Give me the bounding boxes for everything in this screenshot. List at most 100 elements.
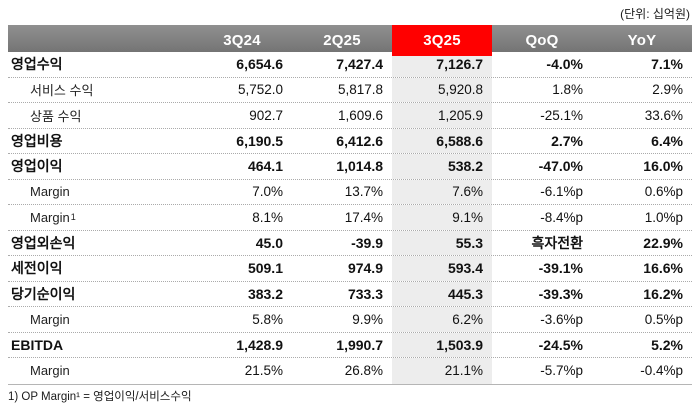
row-label: 영업이익 <box>11 158 63 175</box>
table-row: Margin 7.0% 13.7% 7.6% -6.1%p 0.6%p <box>8 179 692 205</box>
row-label: 서비스 수익 <box>30 83 94 99</box>
table-row: 영업이익 464.1 1,014.8 538.2 -47.0% 16.0% <box>8 154 692 180</box>
row-label: Margin 1 <box>30 209 76 225</box>
value-cell: 5.8% <box>252 311 283 327</box>
value-cell: 17.4% <box>344 209 383 225</box>
value-cell: 2.7% <box>551 132 583 149</box>
value-cell: 22.9% <box>643 234 683 251</box>
value-cell: 6.2% <box>392 307 492 332</box>
value-cell: 8.1% <box>252 209 283 225</box>
value-cell: 7,126.7 <box>392 52 492 77</box>
value-cell: 538.2 <box>392 154 492 179</box>
value-cell: 2.9% <box>652 82 683 98</box>
earnings-table: 3Q24 2Q25 3Q25 QoQ YoY 영업수익 6,654.6 7,427.4 7,1… <box>8 25 692 385</box>
value-cell: 1,609.6 <box>337 107 383 123</box>
column-header-qoq: QoQ <box>525 32 559 49</box>
table-row: 상품 수익 902.7 1,609.6 1,205.9 -25.1% 33.6% <box>8 103 692 129</box>
value-cell: 1.0%p <box>644 209 683 225</box>
value-cell: 0.5%p <box>644 311 683 327</box>
value-cell: 6.4% <box>651 132 683 149</box>
value-cell: 5.2% <box>651 336 683 353</box>
value-cell: 593.4 <box>392 256 492 281</box>
row-label: Margin <box>30 363 70 379</box>
row-label: 상품 수익 <box>30 108 82 124</box>
value-cell: 7,427.4 <box>336 56 383 73</box>
value-cell: 1,428.9 <box>236 336 283 353</box>
value-cell: 6,412.6 <box>336 132 383 149</box>
value-cell: 1,990.7 <box>336 336 383 353</box>
value-cell: -39.9 <box>351 234 383 251</box>
row-label: 영업비용 <box>11 132 63 149</box>
value-cell: 383.2 <box>247 285 283 302</box>
value-cell: 733.3 <box>347 285 383 302</box>
value-cell: 0.6%p <box>644 184 683 200</box>
value-cell: 1,014.8 <box>336 158 383 175</box>
row-label: 세전이익 <box>11 260 63 277</box>
value-cell: 5,817.8 <box>337 82 383 98</box>
value-cell: 1.8% <box>552 82 583 98</box>
value-cell: -24.5% <box>538 336 583 353</box>
table-row: 서비스 수익 5,752.0 5,817.8 5,920.8 1.8% 2.9% <box>8 77 692 103</box>
table-row: EBITDA 1,428.9 1,990.7 1,503.9 -24.5% 5.2% <box>8 332 692 358</box>
table-row: Margin 5.8% 9.9% 6.2% -3.6%p 0.5%p <box>8 307 692 333</box>
table-row: 영업수익 6,654.6 7,427.4 7,126.7 -4.0% 7.1% <box>8 52 692 78</box>
value-cell: 509.1 <box>247 260 283 277</box>
row-label: EBITDA <box>11 336 64 353</box>
value-cell: 45.0 <box>255 234 283 251</box>
row-label: 영업외손익 <box>11 234 76 251</box>
value-cell: 21.5% <box>244 363 283 379</box>
value-cell: 13.7% <box>344 184 383 200</box>
row-label: Margin <box>30 184 70 200</box>
table-row: Margin 1 8.1% 17.4% 9.1% -8.4%p 1.0%p <box>8 205 692 231</box>
value-cell: 9.9% <box>352 311 383 327</box>
row-label: 영업수익 <box>11 56 63 73</box>
column-header-2q25: 2Q25 <box>323 32 361 49</box>
value-cell: 16.6% <box>643 260 683 277</box>
value-cell: -6.1%p <box>540 184 583 200</box>
column-header-3q25: 3Q25 <box>392 25 492 56</box>
value-cell: -8.4%p <box>540 209 583 225</box>
value-cell: 464.1 <box>247 158 283 175</box>
value-cell: -47.0% <box>538 158 583 175</box>
value-cell: 974.9 <box>347 260 383 277</box>
value-cell: -25.1% <box>540 107 583 123</box>
value-cell: 흑자전환 <box>531 234 583 251</box>
value-cell: 6,654.6 <box>236 56 283 73</box>
value-cell: -4.0% <box>546 56 583 73</box>
value-cell: -5.7%p <box>540 363 583 379</box>
value-cell: -3.6%p <box>540 311 583 327</box>
value-cell: 1,205.9 <box>392 103 492 128</box>
column-header-yoy: YoY <box>627 32 657 49</box>
value-cell: 33.6% <box>644 107 683 123</box>
value-cell: 445.3 <box>392 281 492 306</box>
value-cell: 5,920.8 <box>392 77 492 102</box>
table-row: 당기순이익 383.2 733.3 445.3 -39.3% 16.2% <box>8 281 692 307</box>
table-row: 영업외손익 45.0 -39.9 55.3 흑자전환 22.9% <box>8 230 692 256</box>
row-label: 당기순이익 <box>11 285 76 302</box>
value-cell: 16.2% <box>643 285 683 302</box>
value-cell: 16.0% <box>643 158 683 175</box>
table-body: 영업수익 6,654.6 7,427.4 7,126.7 -4.0% 7.1% 서비스 수익… <box>8 52 692 385</box>
value-cell: 7.1% <box>651 56 683 73</box>
value-cell: 6,190.5 <box>236 132 283 149</box>
value-cell: 902.7 <box>249 107 283 123</box>
column-header-3q24: 3Q24 <box>223 32 261 49</box>
table-row: 영업비용 6,190.5 6,412.6 6,588.6 2.7% 6.4% <box>8 128 692 154</box>
footnote: 1) OP Margin¹ = 영업이익/서비스수익 <box>8 391 192 403</box>
value-cell: 26.8% <box>344 363 383 379</box>
table-row: Margin 21.5% 26.8% 21.1% -5.7%p -0.4%p <box>8 358 692 384</box>
table-header-row: 3Q24 2Q25 3Q25 QoQ YoY <box>8 25 692 56</box>
value-cell: -0.4%p <box>640 363 683 379</box>
value-cell: 55.3 <box>392 230 492 255</box>
table-row: 세전이익 509.1 974.9 593.4 -39.1% 16.6% <box>8 256 692 282</box>
value-cell: 7.0% <box>252 184 283 200</box>
value-cell: -39.3% <box>538 285 583 302</box>
value-cell: -39.1% <box>538 260 583 277</box>
value-cell: 21.1% <box>392 358 492 384</box>
unit-label: (단위: 십억원) <box>620 7 690 21</box>
value-cell: 9.1% <box>392 205 492 230</box>
row-label: Margin <box>30 311 70 327</box>
value-cell: 7.6% <box>392 179 492 204</box>
value-cell: 1,503.9 <box>392 332 492 357</box>
